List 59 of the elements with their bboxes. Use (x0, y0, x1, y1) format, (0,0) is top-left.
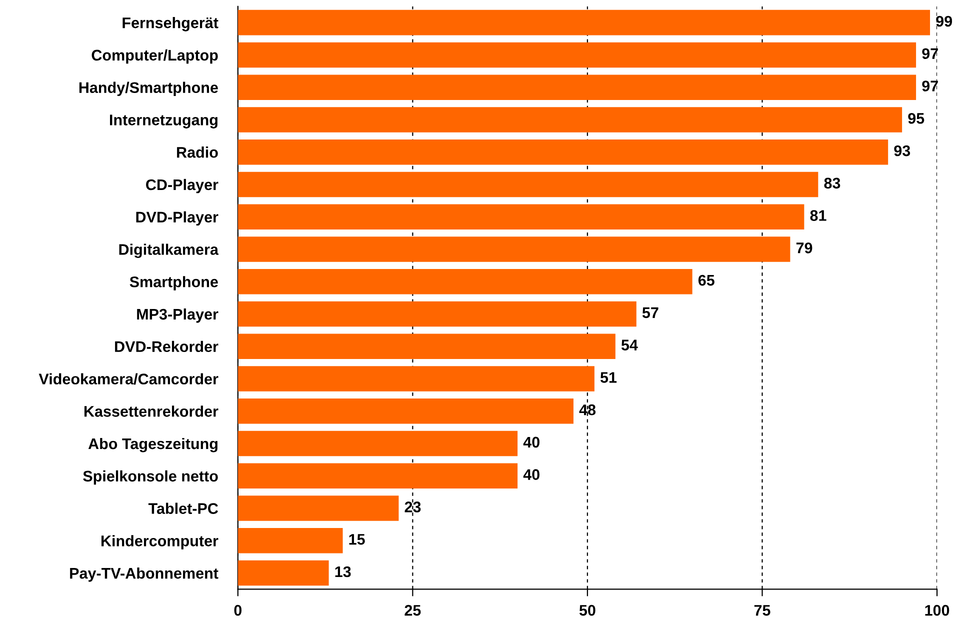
bar (238, 172, 818, 198)
data-label: 51 (600, 372, 617, 383)
y-tick-label: DVD-Player (136, 211, 218, 226)
bar (238, 107, 902, 132)
data-label: 57 (642, 307, 658, 318)
y-tick-label: Computer/Laptop (92, 49, 218, 64)
y-tick-label: DVD-Rekorder (115, 340, 218, 352)
y-tick-label: Handy/Smartphone (79, 82, 218, 96)
y-tick-label: Spielkonsole netto (83, 470, 218, 485)
data-label: 81 (810, 210, 826, 221)
data-label: 23 (404, 502, 421, 512)
bar (238, 496, 399, 521)
data-label: 99 (936, 16, 952, 27)
data-label: 93 (894, 145, 910, 156)
bar (238, 334, 616, 359)
bar (238, 528, 343, 554)
data-label: 83 (824, 178, 840, 189)
y-tick-label: Radio (177, 146, 218, 158)
y-tick-label: Kassettenrekorder (84, 406, 218, 417)
y-tick-label: MP3-Player (137, 308, 218, 323)
bar (238, 463, 518, 489)
bar (238, 268, 692, 294)
data-label: 13 (335, 566, 351, 578)
bar (238, 236, 790, 262)
data-label: 40 (523, 469, 540, 480)
y-tick-label: Videokamera/Camcorder (38, 373, 218, 385)
x-tick-label: 0 (234, 604, 242, 616)
data-label: 97 (922, 80, 938, 92)
bar (238, 204, 804, 230)
data-label: 48 (579, 404, 596, 416)
y-tick-label: Fernsehgerät (122, 17, 218, 32)
y-tick-label: Pay-TV-Abonnement (70, 568, 218, 582)
bar (238, 10, 930, 36)
data-label: 97 (922, 48, 938, 60)
x-tick-label: 75 (754, 605, 770, 616)
data-label: 65 (698, 274, 714, 286)
data-label: 95 (908, 112, 924, 124)
bar (238, 398, 574, 424)
bar (238, 139, 888, 165)
x-tick-label: 100 (925, 604, 950, 616)
y-tick-label: Kindercomputer (101, 535, 218, 550)
y-tick-label: Tablet-PC (148, 502, 218, 514)
data-label: 15 (349, 534, 365, 545)
y-tick-label: CD-Player (146, 178, 218, 194)
x-tick-label: 25 (404, 604, 421, 616)
data-label: 79 (796, 242, 812, 254)
bar (238, 42, 916, 68)
x-tick-label: 50 (579, 604, 596, 616)
y-tick-label: Smartphone (130, 276, 218, 290)
bar (238, 74, 916, 100)
y-tick-label: Internetzugang (110, 114, 218, 128)
bar (238, 301, 636, 327)
bar (238, 430, 518, 456)
y-tick-label: Digitalkamera (119, 244, 219, 258)
bar (238, 560, 329, 586)
data-label: 54 (621, 340, 638, 350)
bar (238, 366, 594, 392)
data-label: 40 (523, 436, 540, 448)
y-tick-label: Abo Tageszeitung (88, 438, 218, 452)
